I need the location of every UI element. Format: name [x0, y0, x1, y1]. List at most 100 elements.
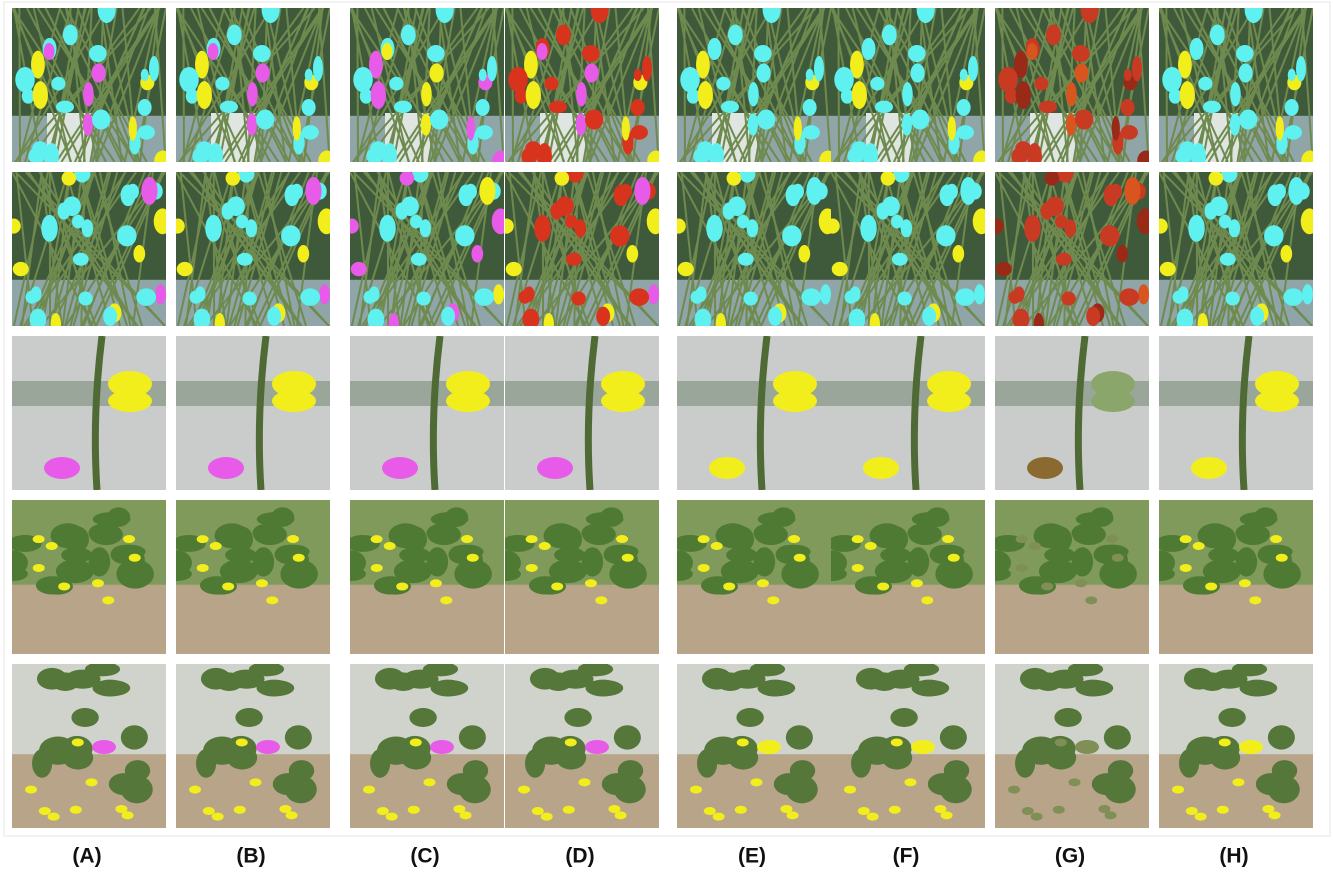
fruit-mask [814, 56, 824, 81]
fruit-mask [129, 116, 137, 141]
image-tile [677, 336, 831, 490]
leaf [42, 745, 81, 763]
fruit-mask [177, 262, 193, 276]
fruit-mask [384, 542, 396, 550]
background [677, 336, 831, 490]
fruit-mask [440, 596, 452, 604]
leaf [582, 547, 603, 576]
leaf [121, 725, 148, 749]
soil [1159, 585, 1313, 654]
image-tile [6, 164, 171, 335]
fruit-mask [585, 579, 597, 587]
fruit-mask [642, 56, 652, 81]
fruit-mask [1179, 141, 1195, 155]
fruit-mask [698, 81, 713, 109]
fruit-mask [408, 806, 420, 814]
fruit-mask [704, 807, 716, 815]
leaf [1104, 725, 1131, 749]
soil [12, 585, 166, 654]
fruit-mask [382, 43, 393, 60]
fruit-mask [610, 225, 629, 246]
fruit-mask [585, 110, 603, 130]
fruit-mask [370, 141, 386, 155]
background [505, 336, 659, 490]
fruit-mask [1180, 81, 1195, 109]
leaf [535, 745, 574, 763]
fruit-mask [768, 307, 782, 326]
fruit-mask [1075, 740, 1099, 754]
leaf [786, 776, 818, 804]
image-tile [815, 500, 985, 654]
fruit-mask [1024, 215, 1041, 242]
fruit-mask [256, 740, 280, 754]
leaf [285, 725, 312, 749]
leaf [285, 776, 317, 804]
image-tile [989, 164, 1154, 335]
fruit-mask [757, 110, 775, 130]
fruit-mask [1124, 177, 1140, 205]
fruit-mask [556, 24, 571, 45]
fruit-mask [39, 807, 51, 815]
fruit-mask [1124, 69, 1132, 81]
fruit-mask [631, 125, 648, 140]
fruit-mask [757, 63, 771, 82]
fruit-mask [377, 807, 389, 815]
fruit-mask [1276, 116, 1284, 141]
leaf [409, 708, 436, 727]
fruit-mask [389, 77, 403, 91]
leaf [38, 671, 72, 686]
leaf [1054, 708, 1081, 727]
fruit-mask [889, 806, 901, 814]
fruit-mask [479, 69, 487, 81]
fruit-mask [1186, 807, 1198, 815]
fruit-mask [459, 184, 474, 206]
fruit-mask [585, 740, 609, 754]
column-labels: (A)(B)(C)(D)(E)(F)(G)(H) [72, 845, 1248, 868]
image-tile [831, 0, 990, 172]
leaf [271, 507, 294, 527]
fruit-mask [541, 813, 553, 821]
fruit-mask [208, 457, 244, 479]
fruit-mask [820, 284, 831, 304]
fruit-mask [1180, 564, 1192, 572]
leaf [1254, 507, 1277, 527]
fruit-mask [698, 535, 710, 543]
fruit-mask [227, 196, 245, 216]
fruit-mask [882, 24, 897, 45]
fruit-mask [1195, 813, 1207, 821]
leaf [754, 524, 788, 545]
fruit-mask [711, 542, 723, 550]
fruit-mask [696, 286, 707, 301]
fruit-mask [149, 56, 159, 81]
fruit-mask [803, 125, 820, 140]
fruit-mask [205, 215, 222, 242]
fruit-mask [411, 253, 427, 266]
fruit-mask [1068, 778, 1080, 786]
fruit-mask [210, 542, 222, 550]
fruit-mask [103, 307, 117, 326]
fruit-mask [1209, 171, 1224, 186]
fruit-mask [1283, 288, 1303, 306]
fruit-mask [877, 583, 889, 591]
fruit-mask [927, 390, 971, 412]
fruit-mask [72, 215, 84, 229]
fruit-mask [1091, 390, 1135, 412]
fruit-mask [803, 99, 817, 116]
fruit-mask [1119, 288, 1139, 306]
fruit-mask [123, 535, 135, 543]
leaf [1189, 745, 1228, 763]
fruit-mask [881, 171, 896, 186]
fruit-mask [851, 141, 867, 155]
fruit-mask [863, 457, 899, 479]
leaf [908, 547, 929, 576]
fruit-mask [266, 596, 278, 604]
image-tile [825, 164, 990, 335]
fruit-mask [1302, 284, 1313, 304]
fruit-mask [1230, 82, 1241, 106]
fruit-mask [195, 286, 206, 301]
fruit-mask [544, 77, 558, 91]
leaf [427, 547, 448, 576]
fruit-mask [461, 535, 473, 543]
leaf [459, 776, 491, 804]
leaf [206, 745, 245, 763]
